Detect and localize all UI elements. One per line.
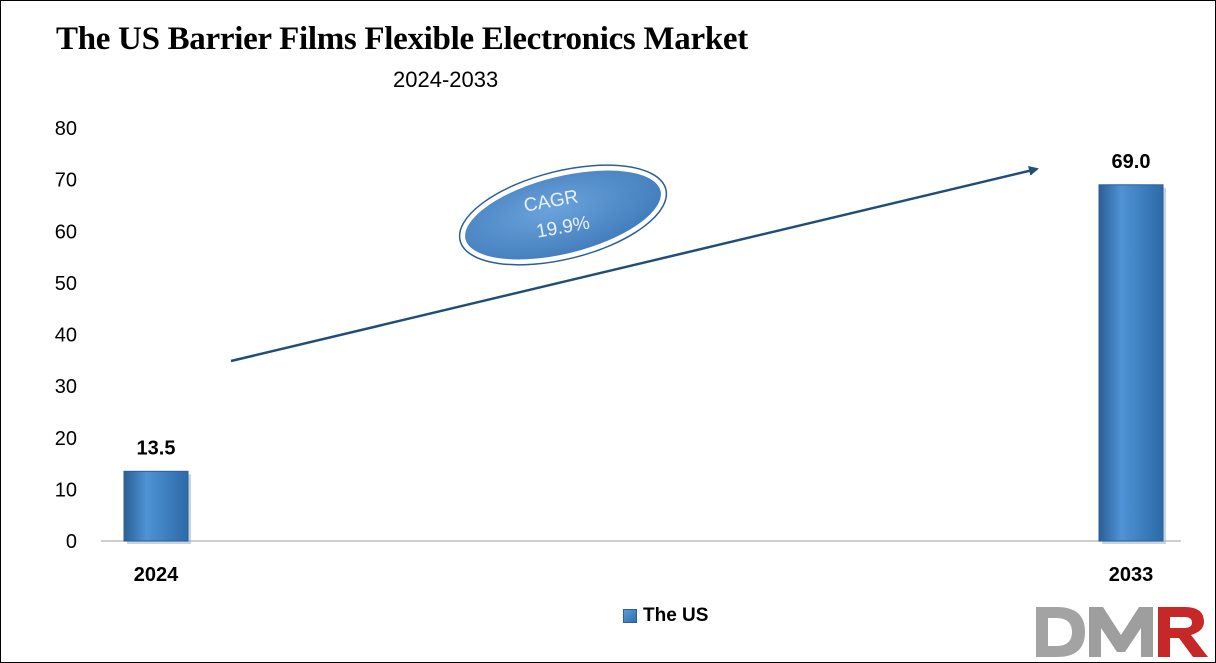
x-tick-label: 2033 bbox=[1109, 564, 1154, 586]
y-tick-label: 40 bbox=[55, 325, 77, 347]
y-tick-label: 20 bbox=[55, 428, 77, 450]
legend-label: The US bbox=[643, 605, 709, 626]
y-tick-label: 80 bbox=[55, 118, 77, 140]
bar bbox=[123, 470, 189, 542]
x-tick-label: 2024 bbox=[134, 564, 179, 586]
y-tick-label: 10 bbox=[55, 479, 77, 501]
bar-value-label: 13.5 bbox=[137, 437, 176, 459]
cagr-badge: CAGR 19.9% bbox=[458, 164, 668, 266]
chart-subtitle: 2024-2033 bbox=[393, 67, 499, 92]
y-tick-label: 60 bbox=[55, 221, 77, 243]
y-tick-label: 50 bbox=[55, 273, 77, 295]
chart-title: The US Barrier Films Flexible Electronic… bbox=[56, 21, 748, 57]
y-tick-label: 70 bbox=[55, 170, 77, 192]
chart-legend: The US bbox=[623, 605, 708, 627]
y-tick-label: 0 bbox=[66, 531, 77, 553]
y-tick-label: 30 bbox=[55, 376, 77, 398]
legend-swatch bbox=[623, 609, 637, 623]
bar-value-label: 69.0 bbox=[1112, 151, 1151, 173]
dmr-logo bbox=[1036, 607, 1208, 657]
bar bbox=[1098, 184, 1164, 542]
cagr-trend-arrow bbox=[230, 165, 1039, 363]
